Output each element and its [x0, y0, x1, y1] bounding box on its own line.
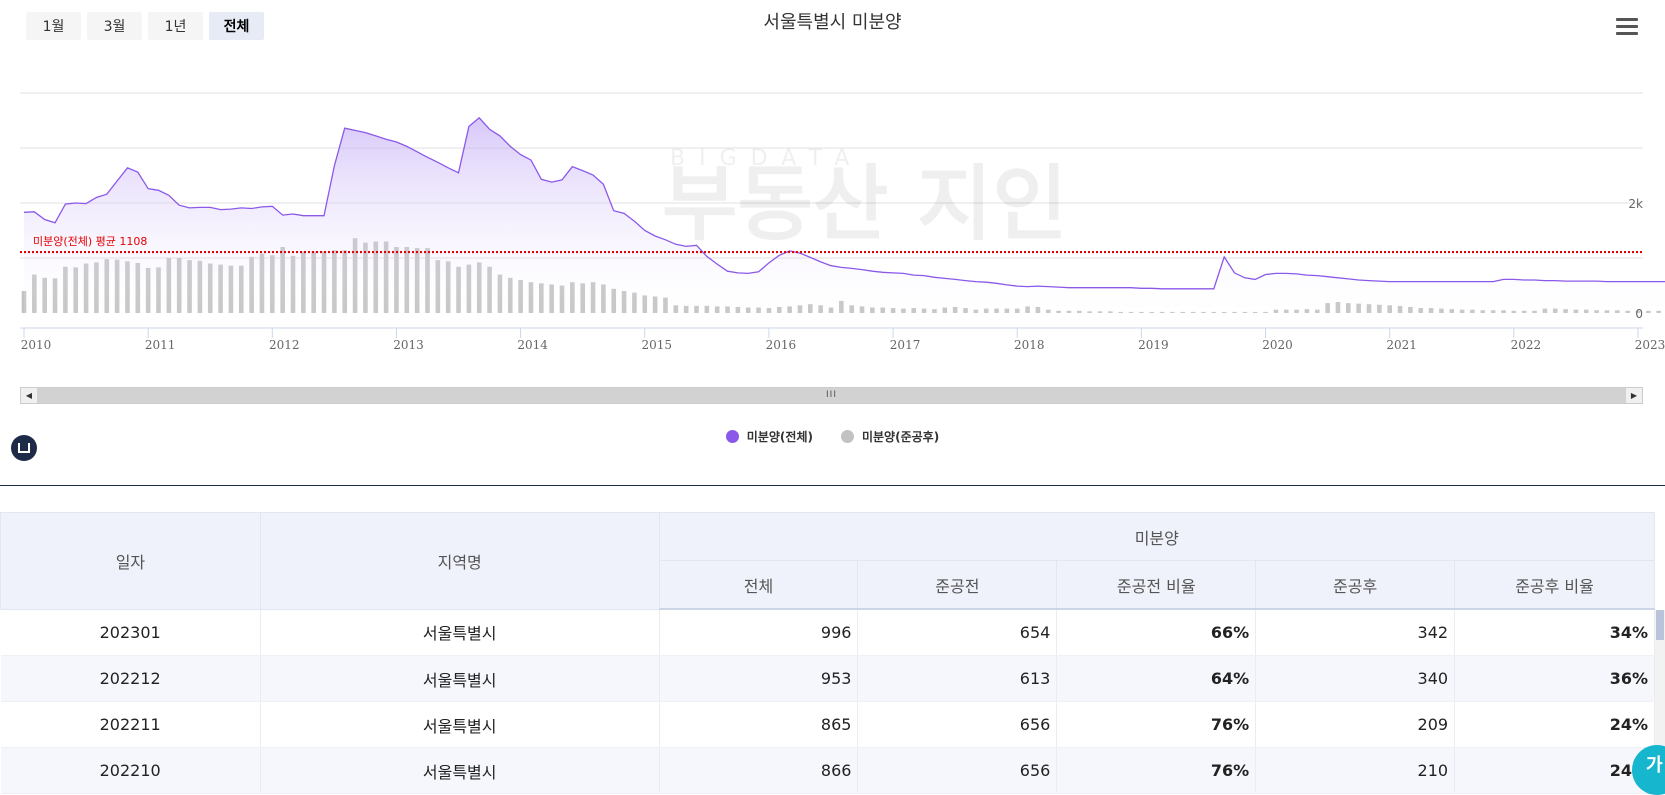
header-pre[interactable]: 준공전: [857, 560, 1058, 610]
x-tick-label: 2023: [1635, 338, 1665, 352]
x-axis: 2010 2011 2012 2013 2014 2015 2016 2017 2018 2019…: [20, 327, 1665, 352]
table-row: 202301 서울특별시 996 654 66% 342 34%: [0, 609, 1655, 656]
cell-pre-ratio: 66%: [1056, 609, 1257, 656]
cell-region: 서울특별시: [260, 655, 660, 702]
cell-region: 서울특별시: [260, 609, 660, 656]
unsold-table: 일자 지역명 미분양 전체 준공전 준공전 비율 준공후 준공후 비율 2023…: [0, 512, 1656, 794]
legend-label: 미분양(준공후): [861, 430, 940, 444]
cell-post: 340: [1255, 655, 1456, 702]
cell-post: 209: [1255, 701, 1456, 748]
cell-total: 996: [659, 609, 859, 656]
x-tick-label: 2012: [269, 338, 300, 352]
series-line-total: [23, 116, 1665, 290]
x-tick-label: 2022: [1511, 338, 1542, 352]
chart-plot: BIGDATA 부동산 지인 미분양(전체) 평균 1108 2010 2011 2…: [20, 92, 1665, 352]
x-tick-label: 2017: [890, 338, 921, 352]
cell-post-ratio: 24%: [1454, 701, 1655, 748]
table-scroll-thumb[interactable]: [1656, 610, 1664, 640]
cell-date: 202211: [0, 701, 261, 748]
cell-post-ratio: 24%: [1454, 747, 1655, 794]
x-tick-label: 2016: [766, 338, 797, 352]
hamburger-menu-icon[interactable]: [1616, 18, 1638, 36]
cell-region: 서울특별시: [260, 701, 660, 748]
table-row: 202211 서울특별시 865 656 76% 209 24%: [0, 701, 1655, 748]
range-1m-button[interactable]: 1월: [26, 12, 81, 40]
range-3m-button[interactable]: 3월: [87, 12, 142, 40]
cell-total: 953: [659, 655, 859, 702]
header-post[interactable]: 준공후: [1255, 560, 1456, 610]
x-tick-label: 2019: [1138, 338, 1169, 352]
series-area: [23, 116, 1665, 313]
header-pre-ratio[interactable]: 준공전 비율: [1056, 560, 1257, 610]
cell-total: 865: [659, 701, 859, 748]
cell-region: 서울특별시: [260, 747, 660, 794]
x-tick-label: 2013: [393, 338, 424, 352]
area-fill: [24, 117, 1665, 313]
header-region[interactable]: 지역명: [259, 512, 660, 610]
x-tick-label: 2014: [517, 338, 548, 352]
header-total[interactable]: 전체: [658, 560, 859, 610]
average-label: 미분양(전체) 평균 1108: [33, 235, 147, 248]
range-selector: 1월 3월 1년 전체: [26, 12, 264, 40]
chart-legend: 미분양(전체) 미분양(준공후): [0, 428, 1665, 445]
average-plot-line: 미분양(전체) 평균 1108: [20, 235, 1643, 254]
cell-pre: 613: [857, 655, 1058, 702]
range-1y-button[interactable]: 1년: [148, 12, 203, 40]
chart-scrollbar[interactable]: ◀ III ▶: [20, 387, 1643, 404]
header-date[interactable]: 일자: [0, 512, 261, 610]
x-tick-label: 2021: [1386, 338, 1417, 352]
table-row: 202210 서울특별시 866 656 76% 210 24%: [0, 747, 1655, 794]
cell-pre: 656: [857, 701, 1058, 748]
watermark: BIGDATA 부동산 지인: [662, 146, 1068, 252]
cell-post: 342: [1255, 609, 1456, 656]
watermark-top: BIGDATA: [670, 146, 863, 171]
legend-item-post[interactable]: 미분양(준공후): [840, 428, 940, 445]
watermark-bottom: 부동산 지인: [662, 157, 1068, 252]
header-post-ratio[interactable]: 준공후 비율: [1454, 560, 1655, 610]
scroll-left-arrow-icon[interactable]: ◀: [21, 388, 37, 403]
cell-pre: 654: [857, 609, 1058, 656]
cell-date: 202301: [0, 609, 261, 656]
table-row: 202212 서울특별시 953 613 64% 340 36%: [0, 655, 1655, 702]
cell-pre-ratio: 64%: [1056, 655, 1257, 702]
cell-post: 210: [1255, 747, 1456, 794]
cell-pre: 656: [857, 747, 1058, 794]
y-tick-label: 2k: [1628, 197, 1643, 211]
x-tick-label: 2020: [1262, 338, 1293, 352]
x-tick-label: 2010: [21, 338, 52, 352]
header-unsold-group: 미분양: [658, 512, 1656, 561]
section-divider: [0, 485, 1665, 486]
legend-item-total[interactable]: 미분양(전체): [725, 428, 813, 445]
legend-label: 미분양(전체): [746, 430, 813, 444]
cell-pre-ratio: 76%: [1056, 747, 1257, 794]
cell-post-ratio: 36%: [1454, 655, 1655, 702]
x-tick-label: 2011: [145, 338, 176, 352]
table-scrollbar[interactable]: [1655, 610, 1665, 779]
cell-post-ratio: 34%: [1454, 609, 1655, 656]
x-tick-label: 2015: [641, 338, 672, 352]
fab-label: 가: [1646, 755, 1663, 776]
scroll-grip-icon[interactable]: III: [826, 390, 837, 400]
range-all-button[interactable]: 전체: [209, 12, 264, 40]
scroll-right-arrow-icon[interactable]: ▶: [1626, 388, 1642, 403]
x-tick-label: 2018: [1014, 338, 1045, 352]
y-tick-label: 0: [1635, 307, 1643, 321]
cell-date: 202212: [0, 655, 261, 702]
legend-dot-icon: [840, 430, 854, 443]
cell-pre-ratio: 76%: [1056, 701, 1257, 748]
y-axis-labels: 0 2k: [1628, 197, 1643, 321]
chart-title: 서울특별시 미분양: [763, 12, 902, 33]
legend-dot-icon: [725, 430, 739, 443]
cell-date: 202210: [0, 747, 261, 794]
cell-total: 866: [659, 747, 859, 794]
home-logo-icon[interactable]: [11, 435, 37, 461]
